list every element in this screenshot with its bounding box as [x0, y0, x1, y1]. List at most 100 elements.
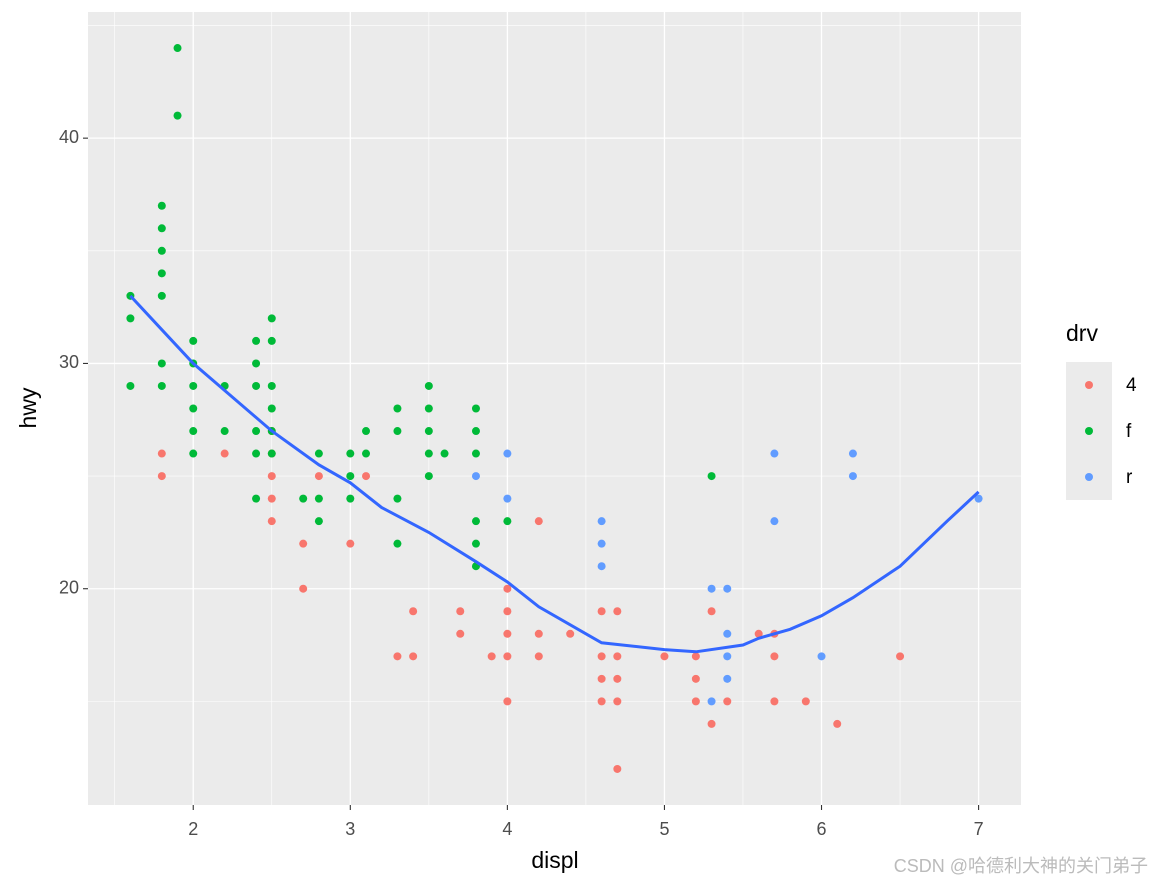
point — [503, 494, 512, 503]
point — [299, 584, 308, 593]
point — [252, 427, 261, 436]
point — [503, 607, 512, 616]
point — [157, 201, 166, 210]
point — [456, 629, 465, 638]
marks — [126, 44, 983, 773]
point — [801, 697, 810, 706]
point — [220, 427, 229, 436]
point — [471, 472, 480, 481]
point — [346, 449, 355, 458]
point — [440, 449, 449, 458]
point — [393, 539, 402, 548]
point — [157, 246, 166, 255]
point — [833, 719, 842, 728]
point — [409, 607, 418, 616]
x-tick-label: 2 — [188, 819, 198, 839]
point — [503, 652, 512, 661]
watermark: CSDN @哈德利大神的关门弟子 — [894, 856, 1148, 876]
point — [691, 674, 700, 683]
x-axis-title: displ — [531, 847, 578, 873]
point — [707, 584, 716, 593]
point — [848, 472, 857, 481]
point — [314, 449, 323, 458]
point — [723, 629, 732, 638]
point — [393, 427, 402, 436]
point — [723, 652, 732, 661]
point — [393, 404, 402, 413]
point — [503, 584, 512, 593]
grid — [88, 12, 1021, 805]
point — [314, 517, 323, 526]
point — [126, 381, 135, 390]
point — [707, 472, 716, 481]
point — [613, 607, 622, 616]
x-tick-label: 6 — [817, 819, 827, 839]
point — [267, 517, 276, 526]
y-tick-label: 40 — [59, 127, 79, 147]
point — [613, 697, 622, 706]
point — [770, 517, 779, 526]
point — [691, 652, 700, 661]
point — [424, 404, 433, 413]
point — [770, 697, 779, 706]
point — [534, 517, 543, 526]
point — [597, 674, 606, 683]
point — [267, 404, 276, 413]
point — [503, 517, 512, 526]
y-axis-title: hwy — [15, 387, 41, 428]
point — [723, 697, 732, 706]
point — [770, 652, 779, 661]
point — [252, 449, 261, 458]
point — [471, 449, 480, 458]
point — [471, 539, 480, 548]
point — [660, 652, 669, 661]
point — [424, 449, 433, 458]
point — [362, 449, 371, 458]
x-tick-label: 3 — [345, 819, 355, 839]
point — [566, 629, 575, 638]
point — [597, 697, 606, 706]
legend-key — [1085, 381, 1093, 389]
point — [189, 427, 198, 436]
point — [126, 314, 135, 323]
point — [503, 629, 512, 638]
point — [267, 494, 276, 503]
point — [424, 472, 433, 481]
legend-label: f — [1126, 421, 1132, 442]
point — [252, 336, 261, 345]
point — [597, 517, 606, 526]
point — [456, 607, 465, 616]
point — [534, 629, 543, 638]
point — [252, 381, 261, 390]
point — [267, 449, 276, 458]
point — [157, 381, 166, 390]
point — [707, 697, 716, 706]
point — [362, 427, 371, 436]
point — [267, 472, 276, 481]
point — [157, 449, 166, 458]
point — [424, 381, 433, 390]
point — [534, 652, 543, 661]
point — [896, 652, 905, 661]
point — [393, 652, 402, 661]
point — [314, 472, 323, 481]
point — [267, 314, 276, 323]
point — [189, 336, 198, 345]
point — [189, 381, 198, 390]
x-tick-label: 4 — [502, 819, 512, 839]
point — [503, 697, 512, 706]
point — [346, 494, 355, 503]
point — [189, 404, 198, 413]
point — [409, 652, 418, 661]
point — [613, 652, 622, 661]
point — [707, 607, 716, 616]
point — [252, 494, 261, 503]
point — [393, 494, 402, 503]
x-tick-label: 5 — [659, 819, 669, 839]
point — [613, 764, 622, 773]
point — [267, 336, 276, 345]
y-tick-label: 20 — [59, 577, 79, 597]
y-tick-label: 30 — [59, 352, 79, 372]
x-tick-label: 7 — [974, 819, 984, 839]
